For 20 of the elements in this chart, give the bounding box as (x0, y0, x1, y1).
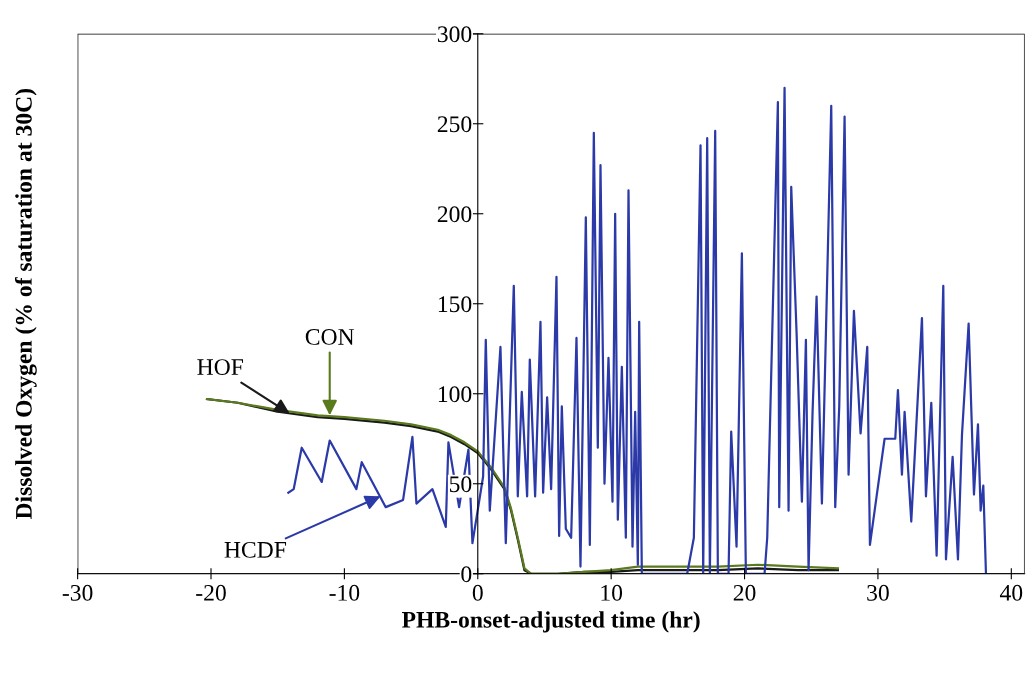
y-tick-label: 150 (438, 296, 472, 313)
x-tick-label: 10 (601, 584, 623, 601)
y-tick-label: 250 (437, 116, 472, 133)
y-tick-label: 100 (438, 386, 472, 403)
annotation: HCDF (224, 541, 287, 558)
x-axis-title: PHB-onset-adjusted time (hr) (402, 611, 700, 633)
y-tick-label: 50 (449, 476, 472, 493)
y-tick-label: 300 (437, 26, 472, 43)
x-tick-label: 20 (733, 584, 756, 601)
annotation: HOF (197, 359, 244, 376)
y-tick-label: 200 (437, 206, 472, 223)
x-tick-label: -20 (196, 584, 226, 601)
x-tick-label: -10 (329, 584, 360, 601)
x-tick-label: 0 (472, 584, 483, 601)
annotation: CON (305, 329, 355, 345)
x-tick-label: -30 (62, 584, 93, 601)
y-axis-title: Dissolved Oxygen (% of saturation at 30C) (14, 89, 37, 520)
x-tick-label: 40 (999, 584, 1023, 601)
y-tick-label: 0 (461, 566, 472, 583)
x-tick-label: 30 (867, 584, 889, 601)
